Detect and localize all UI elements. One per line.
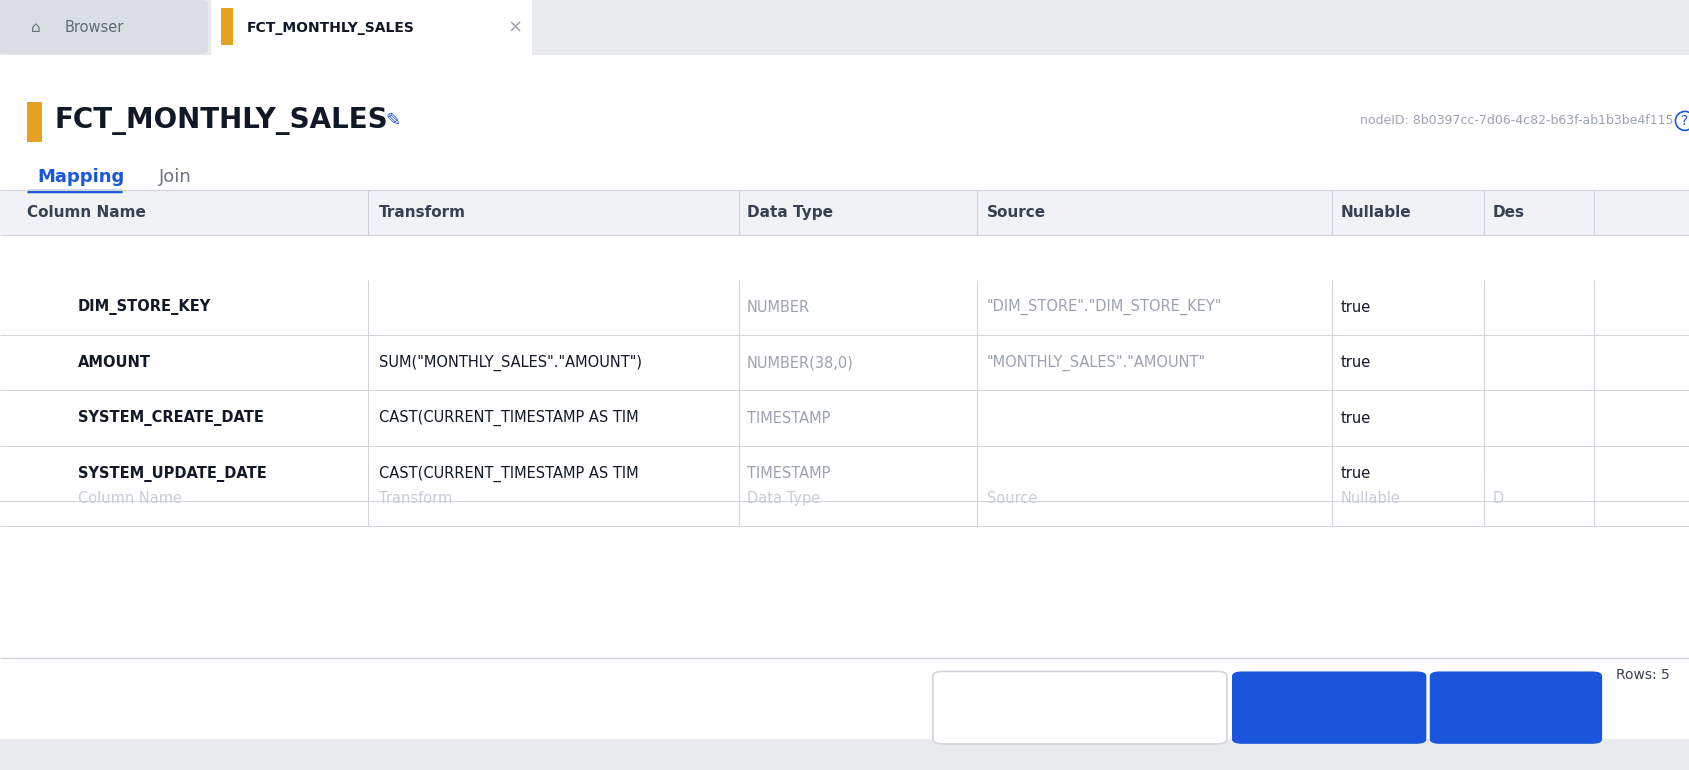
- Text: CAST(CURRENT_TIMESTAMP AS TIM: CAST(CURRENT_TIMESTAMP AS TIM: [378, 465, 638, 482]
- Text: ?: ?: [1681, 114, 1687, 128]
- FancyBboxPatch shape: [0, 0, 208, 54]
- Text: FCT_MONTHLY_SALES: FCT_MONTHLY_SALES: [247, 21, 414, 35]
- Text: Mapping: Mapping: [37, 168, 125, 186]
- Text: ✎: ✎: [385, 112, 400, 130]
- Text: ···: ···: [1388, 701, 1402, 715]
- Text: SUM("MONTHLY_SALES"."AMOUNT"): SUM("MONTHLY_SALES"."AMOUNT"): [378, 354, 642, 371]
- Text: Transform: Transform: [378, 205, 464, 220]
- Text: AMOUNT: AMOUNT: [78, 355, 150, 370]
- Text: SYSTEM_UPDATE_DATE: SYSTEM_UPDATE_DATE: [78, 466, 267, 481]
- Bar: [0, 390, 1689, 446]
- Text: Nullable: Nullable: [1339, 490, 1398, 506]
- Text: FCT_MONTHLY_SALES: FCT_MONTHLY_SALES: [54, 107, 387, 135]
- Text: D: D: [1491, 490, 1503, 506]
- Bar: [27, 102, 42, 142]
- Text: ▶: ▶: [1456, 701, 1466, 715]
- Text: Des: Des: [1491, 205, 1523, 220]
- Text: Transform: Transform: [378, 490, 451, 506]
- Text: Rows: 5: Rows: 5: [1615, 668, 1669, 682]
- Text: true: true: [1339, 300, 1370, 315]
- Text: TIMESTAMP: TIMESTAMP: [747, 410, 829, 426]
- Text: TIMESTAMP: TIMESTAMP: [747, 466, 829, 481]
- Text: DIM_STORE_KEY: DIM_STORE_KEY: [78, 300, 211, 315]
- Bar: [0, 0, 1689, 55]
- Bar: [211, 0, 532, 57]
- Text: true: true: [1339, 466, 1370, 481]
- Text: Column Name: Column Name: [78, 490, 182, 506]
- Bar: [0, 335, 1689, 390]
- Text: true: true: [1339, 355, 1370, 370]
- Text: NUMBER: NUMBER: [747, 300, 809, 315]
- Text: Join: Join: [159, 168, 191, 186]
- Bar: [0, 739, 1689, 770]
- Text: ⌂: ⌂: [30, 20, 41, 35]
- Bar: [0, 190, 1689, 235]
- Text: Run: Run: [1481, 700, 1510, 715]
- Text: nodeID: 8b0397cc-7d06-4c82-b63f-ab1b3be4f115: nodeID: 8b0397cc-7d06-4c82-b63f-ab1b3be4…: [1358, 115, 1672, 127]
- Text: Source: Source: [986, 205, 1045, 220]
- Text: ×: ×: [508, 18, 522, 37]
- Text: SYSTEM_CREATE_DATE: SYSTEM_CREATE_DATE: [78, 410, 263, 426]
- Text: "DIM_STORE"."DIM_STORE_KEY": "DIM_STORE"."DIM_STORE_KEY": [986, 299, 1221, 316]
- Text: Browser: Browser: [64, 20, 123, 35]
- Text: Validate Select: Validate Select: [997, 700, 1111, 715]
- Text: Column Name: Column Name: [27, 205, 145, 220]
- Bar: [221, 8, 233, 45]
- Bar: [0, 280, 1689, 335]
- Text: NUMBER(38,0): NUMBER(38,0): [747, 355, 853, 370]
- Bar: [0, 446, 1689, 501]
- Text: Data Type: Data Type: [747, 490, 819, 506]
- FancyBboxPatch shape: [1429, 671, 1601, 744]
- Text: ⚷: ⚷: [1263, 700, 1274, 715]
- Text: ···: ···: [1554, 701, 1567, 715]
- Text: Nullable: Nullable: [1339, 205, 1410, 220]
- Text: Data Type: Data Type: [747, 205, 833, 220]
- Text: Create: Create: [1289, 700, 1339, 715]
- Text: CAST(CURRENT_TIMESTAMP AS TIM: CAST(CURRENT_TIMESTAMP AS TIM: [378, 410, 638, 427]
- Text: ⚲: ⚲: [966, 700, 978, 715]
- Text: Source: Source: [986, 490, 1037, 506]
- FancyBboxPatch shape: [1231, 671, 1426, 744]
- FancyBboxPatch shape: [932, 671, 1226, 744]
- Text: "MONTHLY_SALES"."AMOUNT": "MONTHLY_SALES"."AMOUNT": [986, 354, 1206, 371]
- Text: true: true: [1339, 410, 1370, 426]
